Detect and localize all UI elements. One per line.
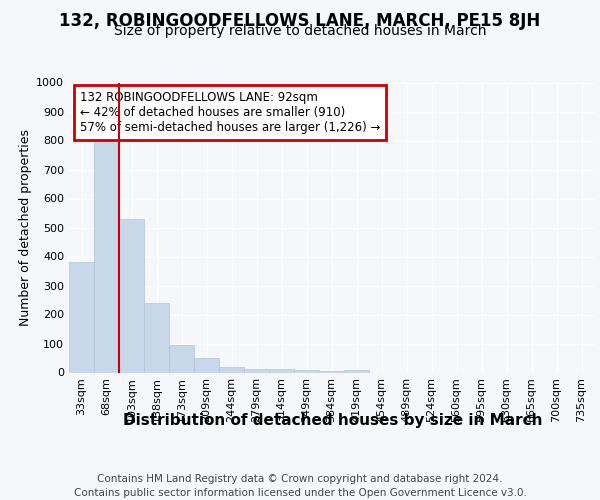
Text: Size of property relative to detached houses in March: Size of property relative to detached ho… — [114, 24, 486, 38]
Bar — [294, 370, 319, 372]
Text: Contains HM Land Registry data © Crown copyright and database right 2024.
Contai: Contains HM Land Registry data © Crown c… — [74, 474, 526, 498]
Bar — [194, 358, 219, 372]
Bar — [94, 132, 119, 372]
Bar — [169, 345, 194, 372]
Bar — [69, 262, 94, 372]
Bar — [119, 219, 144, 372]
Text: 132 ROBINGOODFELLOWS LANE: 92sqm
← 42% of detached houses are smaller (910)
57% : 132 ROBINGOODFELLOWS LANE: 92sqm ← 42% o… — [79, 91, 380, 134]
Bar — [244, 368, 269, 372]
Bar — [319, 371, 344, 372]
Bar — [219, 366, 244, 372]
Bar — [269, 368, 294, 372]
Bar — [344, 370, 369, 372]
Text: Distribution of detached houses by size in March: Distribution of detached houses by size … — [123, 412, 543, 428]
Y-axis label: Number of detached properties: Number of detached properties — [19, 129, 32, 326]
Text: 132, ROBINGOODFELLOWS LANE, MARCH, PE15 8JH: 132, ROBINGOODFELLOWS LANE, MARCH, PE15 … — [59, 12, 541, 30]
Bar — [144, 303, 169, 372]
